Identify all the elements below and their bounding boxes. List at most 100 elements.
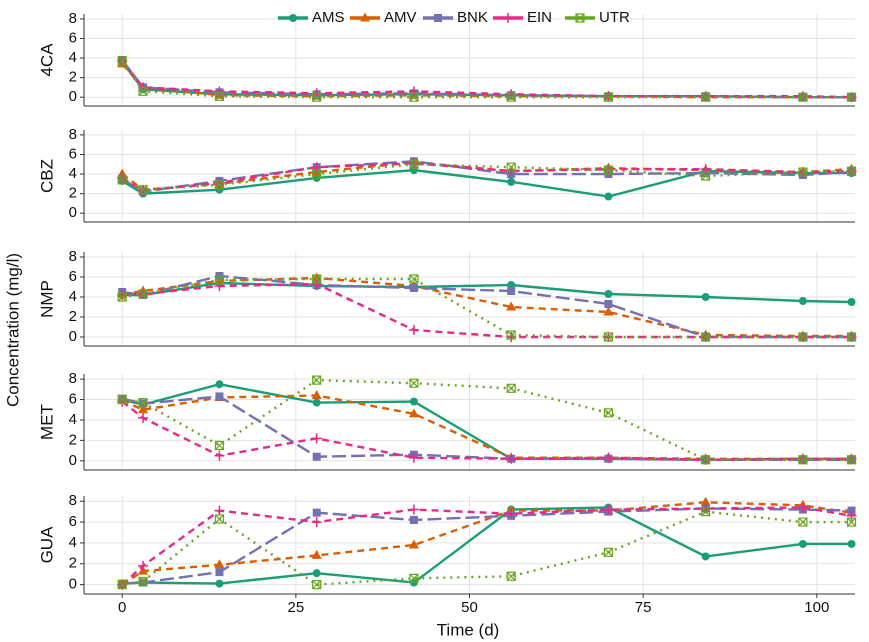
marker [311, 433, 322, 444]
marker [139, 578, 148, 587]
marker [700, 496, 711, 506]
marker [409, 284, 418, 292]
legend-label: UTR [599, 9, 630, 26]
marker [117, 396, 128, 407]
series [117, 56, 857, 102]
legend-item: AMS [278, 9, 345, 26]
line [121, 394, 852, 461]
marker [214, 505, 225, 516]
marker [409, 92, 419, 102]
series [117, 279, 857, 342]
marker [138, 397, 148, 408]
marker [506, 571, 516, 581]
marker [311, 272, 322, 282]
marker [409, 274, 419, 284]
marker [701, 171, 711, 181]
y-tick-label: 8 [69, 248, 77, 265]
y-tick-label: 8 [69, 492, 77, 509]
marker [408, 539, 419, 549]
legend-label: EIN [527, 9, 552, 26]
marker [506, 332, 517, 342]
y-tick-label: 4 [69, 165, 77, 182]
x-tick-label: 0 [118, 599, 126, 616]
line [121, 382, 852, 461]
marker [214, 177, 225, 188]
marker [506, 301, 517, 311]
y-tick-label: 2 [69, 555, 77, 572]
marker [506, 383, 516, 393]
line [121, 400, 852, 461]
series [118, 380, 856, 464]
marker [117, 56, 127, 66]
y-tick-label: 6 [69, 29, 77, 46]
marker [701, 332, 711, 342]
line [122, 282, 852, 339]
marker [506, 508, 517, 519]
panel-label: NMP [37, 280, 56, 318]
marker [506, 453, 517, 464]
line [121, 59, 852, 99]
series [118, 157, 856, 196]
marker [312, 580, 322, 590]
legend-label: AMV [384, 9, 417, 26]
marker [701, 552, 710, 561]
marker [408, 452, 419, 463]
marker [409, 397, 418, 406]
marker [603, 332, 614, 342]
panel-label: GUA [37, 526, 56, 564]
marker [312, 274, 322, 284]
y-tick-label: 6 [69, 513, 77, 530]
series [117, 274, 857, 342]
y-tick-label: 6 [69, 268, 77, 285]
marker [798, 455, 808, 465]
marker [603, 452, 614, 463]
marker [408, 325, 419, 335]
marker [798, 517, 808, 527]
marker [604, 192, 613, 201]
y-tick-label: 0 [69, 452, 77, 469]
marker [798, 167, 808, 177]
marker [311, 279, 322, 289]
y-tick-label: 0 [69, 328, 77, 345]
line [121, 162, 852, 192]
marker [312, 398, 321, 407]
x-tick-label: 50 [461, 599, 478, 616]
marker [214, 514, 225, 524]
series [118, 504, 856, 588]
y-tick-label: 8 [69, 126, 77, 143]
marker [138, 86, 148, 96]
marker [408, 86, 419, 97]
marker [312, 169, 322, 179]
marker [117, 175, 127, 185]
line [122, 510, 852, 586]
marker [138, 412, 149, 423]
marker [312, 375, 322, 385]
y-tick-label: 0 [69, 88, 77, 105]
y-tick-label: 8 [69, 10, 77, 27]
marker [603, 504, 614, 515]
line [122, 276, 852, 338]
y-tick-label: 6 [69, 391, 77, 408]
line [121, 163, 852, 191]
y-tick-label: 4 [69, 534, 77, 551]
legend-label: BNK [457, 9, 488, 26]
line [122, 378, 852, 461]
marker [138, 404, 149, 414]
marker [846, 92, 857, 102]
marker [215, 568, 224, 577]
marker [798, 332, 808, 342]
marker [215, 185, 224, 194]
y-tick-label: 2 [69, 69, 77, 86]
marker [701, 507, 711, 517]
marker [117, 172, 128, 183]
marker [701, 92, 711, 102]
marker [117, 580, 127, 590]
series [117, 396, 857, 465]
marker [506, 330, 516, 340]
series [117, 502, 857, 590]
y-tick-label: 4 [69, 288, 77, 305]
y-tick-label: 0 [69, 204, 77, 221]
line [122, 507, 852, 585]
marker [138, 185, 148, 195]
